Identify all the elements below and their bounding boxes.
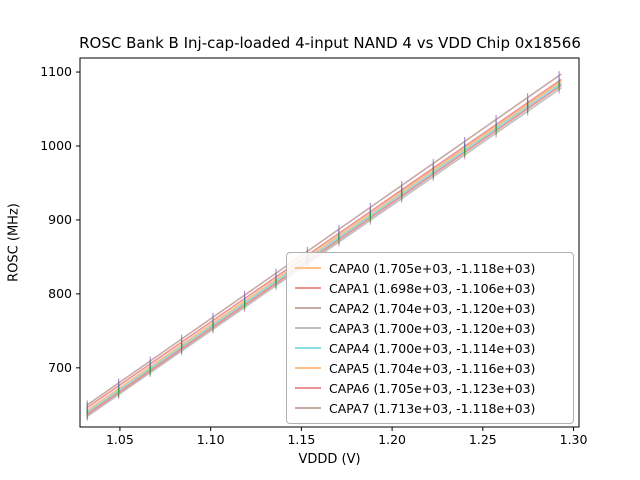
axes-box: [79, 57, 580, 428]
legend-item-capa6: CAPA6 (1.705e+03, -1.123e+03): [295, 378, 565, 398]
legend-item-capa0: CAPA0 (1.705e+03, -1.118e+03): [295, 258, 565, 278]
legend-line-swatch: [295, 347, 321, 349]
legend: CAPA0 (1.705e+03, -1.118e+03) CAPA1 (1.69…: [286, 252, 574, 424]
legend-label: CAPA7 (1.713e+03, -1.118e+03): [329, 400, 536, 416]
legend-label: CAPA3 (1.700e+03, -1.120e+03): [329, 320, 536, 336]
fit-line-capa1: [86, 79, 562, 409]
legend-item-capa4: CAPA4 (1.700e+03, -1.114e+03): [295, 338, 565, 358]
fit-line-capa6: [86, 84, 562, 416]
legend-label: CAPA5 (1.704e+03, -1.116e+03): [329, 360, 536, 376]
y-tick-label: 1100: [40, 64, 72, 79]
y-tick-label: 700: [48, 360, 72, 375]
legend-line-swatch: [295, 387, 321, 389]
legend-label: CAPA6 (1.705e+03, -1.123e+03): [329, 380, 536, 396]
x-tick-label: 1.25: [469, 432, 497, 447]
y-tick-label: 800: [48, 286, 72, 301]
fit-line-capa4: [86, 83, 562, 413]
x-tick-label: 1.10: [197, 432, 225, 447]
x-tick-label: 1.05: [106, 432, 134, 447]
legend-line-swatch: [295, 407, 321, 409]
y-tick-label: 1000: [40, 138, 72, 153]
legend-item-capa3: CAPA3 (1.700e+03, -1.120e+03): [295, 318, 565, 338]
legend-line-swatch: [295, 307, 321, 309]
legend-line-swatch: [295, 367, 321, 369]
legend-label: CAPA0 (1.705e+03, -1.118e+03): [329, 260, 536, 276]
legend-line-swatch: [295, 267, 321, 269]
legend-label: CAPA2 (1.704e+03, -1.120e+03): [329, 300, 536, 316]
fit-line-capa5: [86, 80, 562, 412]
x-tick-label: 1.20: [378, 432, 406, 447]
y-axis-label: ROSC (MHz): [6, 203, 22, 282]
legend-item-capa1: CAPA1 (1.698e+03, -1.106e+03): [295, 278, 565, 298]
x-tick-label: 1.30: [560, 432, 588, 447]
legend-label: CAPA1 (1.698e+03, -1.106e+03): [329, 280, 536, 296]
y-tick-label: 900: [48, 212, 72, 227]
chart-title: ROSC Bank B Inj-cap-loaded 4-input NAND …: [79, 34, 581, 52]
legend-line-swatch: [295, 327, 321, 329]
legend-line-swatch: [295, 287, 321, 289]
legend-item-capa7: CAPA7 (1.713e+03, -1.118e+03): [295, 398, 565, 418]
legend-label: CAPA4 (1.700e+03, -1.114e+03): [329, 340, 536, 356]
x-axis-label: VDDD (V): [298, 452, 361, 467]
legend-item-capa5: CAPA5 (1.704e+03, -1.116e+03): [295, 358, 565, 378]
fit-line-capa7: [86, 73, 562, 406]
legend-item-capa2: CAPA2 (1.704e+03, -1.120e+03): [295, 298, 565, 318]
x-tick-label: 1.15: [287, 432, 315, 447]
